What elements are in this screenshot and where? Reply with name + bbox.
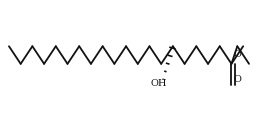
Text: OH: OH [151, 79, 168, 87]
Text: O: O [233, 75, 241, 84]
Text: O: O [233, 50, 241, 59]
